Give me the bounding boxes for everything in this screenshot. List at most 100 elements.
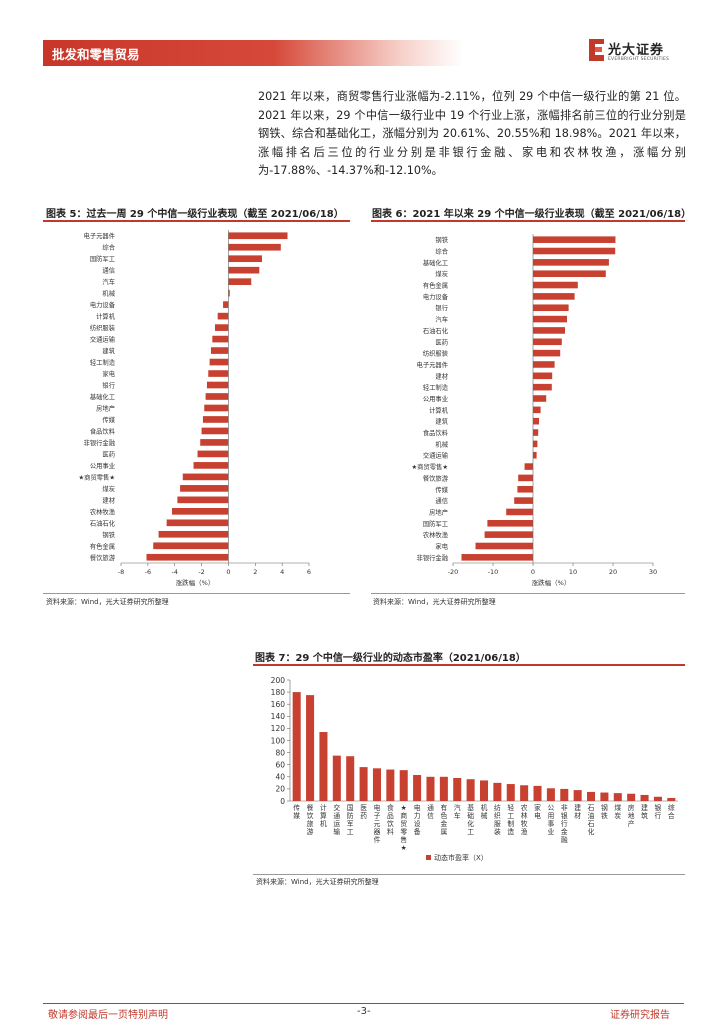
category-label: 电子元器件 bbox=[417, 360, 448, 369]
category-label: 汽车 bbox=[454, 803, 461, 820]
bar bbox=[613, 793, 622, 801]
category-label: 煤炭 bbox=[614, 803, 621, 820]
category-label: 医药 bbox=[360, 804, 367, 820]
category-label: 农林牧渔 bbox=[90, 507, 115, 516]
category-label: 家电 bbox=[534, 803, 541, 820]
category-label: 电子元器件 bbox=[374, 803, 381, 844]
figure-5-chart: 电子元器件综合国防军工通信汽车机械电力设备计算机纺织服装交通运输建筑轻工制造家电… bbox=[79, 230, 311, 587]
category-label: 电力设备 bbox=[414, 803, 421, 836]
figure-5-title: 图表 5：过去一周 29 个中信一级行业表现（截至 2021/06/18） bbox=[46, 209, 344, 220]
y-tick-label: 200 bbox=[271, 676, 286, 685]
category-label: 房地产 bbox=[628, 803, 635, 828]
figure-6-source-rule bbox=[371, 593, 685, 594]
x-tick-label: 30 bbox=[649, 568, 657, 576]
bar bbox=[146, 553, 229, 561]
bar bbox=[520, 785, 529, 801]
figure-6-source: 资料来源：Wind，光大证券研究所整理 bbox=[373, 598, 496, 606]
bar bbox=[177, 496, 229, 504]
bar bbox=[533, 349, 561, 357]
bar bbox=[479, 780, 489, 801]
category-label: 食品饮料 bbox=[423, 428, 449, 437]
category-label: 计算机 bbox=[320, 803, 327, 828]
bar bbox=[228, 266, 260, 274]
figure-7-title: 图表 7：29 个中信一级行业的动态市盈率（2021/06/18） bbox=[255, 653, 526, 664]
bar bbox=[466, 779, 475, 801]
bar bbox=[533, 259, 609, 266]
bar bbox=[200, 439, 229, 446]
category-label: 石油石化 bbox=[588, 804, 595, 836]
bar bbox=[426, 776, 435, 801]
figure-6-chart: 钢铁综合基础化工煤炭有色金属电力设备银行汽车石油石化医药纺织服装电子元器件建材轻… bbox=[412, 234, 657, 587]
category-label: 公用事业 bbox=[423, 394, 448, 403]
category-label: 家电 bbox=[435, 541, 448, 550]
bar bbox=[533, 395, 547, 402]
category-label: 医药 bbox=[102, 449, 115, 458]
category-label: 钢铁 bbox=[102, 530, 115, 539]
bar bbox=[197, 450, 229, 458]
category-label: 机械 bbox=[102, 289, 115, 298]
footer-rule bbox=[43, 1003, 684, 1004]
category-label: 非银行金融 bbox=[561, 803, 568, 844]
bar bbox=[533, 429, 539, 436]
category-label: 传媒 bbox=[102, 415, 115, 424]
category-label: 基础化工 bbox=[90, 392, 115, 401]
category-label: 有色金属 bbox=[423, 281, 448, 290]
bar bbox=[560, 788, 569, 801]
category-label: 电子元器件 bbox=[84, 231, 115, 240]
category-label: 煤炭 bbox=[435, 269, 448, 278]
category-label: 石油石化 bbox=[423, 326, 449, 335]
bar bbox=[533, 315, 567, 323]
bar bbox=[475, 542, 533, 550]
category-label: 餐饮旅游 bbox=[423, 473, 449, 482]
category-label: 通信 bbox=[427, 803, 434, 820]
category-label: 交通运输 bbox=[90, 335, 116, 344]
category-label: 有色金属 bbox=[440, 803, 447, 836]
category-label: 家电 bbox=[102, 369, 115, 378]
figure-5-source-rule bbox=[43, 593, 350, 594]
category-label: ★商贸零售★ bbox=[412, 462, 449, 471]
category-label: 食品饮料 bbox=[90, 426, 116, 435]
bar bbox=[518, 474, 533, 482]
category-label: 餐饮旅游 bbox=[307, 803, 314, 836]
category-label: 电力设备 bbox=[90, 300, 116, 309]
y-tick-label: 160 bbox=[271, 700, 286, 709]
bar bbox=[193, 462, 229, 469]
category-label: 综合 bbox=[102, 243, 115, 252]
figure-6-title: 图表 6：2021 年以来 29 个中信一级行业表现（截至 2021/06/18… bbox=[372, 209, 692, 220]
x-tick-label: -2 bbox=[198, 568, 204, 576]
category-label: 农林牧渔 bbox=[521, 803, 528, 836]
bar bbox=[573, 790, 582, 801]
category-label: 房地产 bbox=[96, 403, 115, 412]
category-label: ★商贸零售★ bbox=[79, 472, 116, 481]
legend-swatch bbox=[426, 855, 431, 860]
category-label: 建材 bbox=[102, 495, 115, 504]
x-tick-label: -20 bbox=[448, 568, 459, 576]
y-tick-label: 180 bbox=[271, 688, 286, 697]
category-label: 银行 bbox=[655, 803, 662, 820]
category-label: 纺织服装 bbox=[90, 323, 116, 332]
y-tick-label: 140 bbox=[271, 712, 286, 721]
category-label: 综合 bbox=[435, 247, 448, 256]
bar bbox=[484, 531, 533, 538]
category-label: 有色金属 bbox=[90, 541, 115, 550]
bar bbox=[667, 797, 676, 801]
category-label: 建材 bbox=[435, 371, 448, 380]
logo-name-en: EVERBRIGHT SECURITIES bbox=[608, 57, 670, 62]
category-label: 轻工制造 bbox=[90, 358, 116, 367]
bar bbox=[533, 372, 553, 380]
x-tick-label: 10 bbox=[569, 568, 577, 576]
bar bbox=[506, 508, 533, 516]
category-label: 汽车 bbox=[435, 315, 448, 324]
category-label: 传媒 bbox=[435, 485, 448, 494]
bar bbox=[517, 485, 533, 493]
bar bbox=[533, 236, 616, 243]
logo-name-cn: 光大证券 bbox=[608, 43, 665, 58]
category-label: 计算机 bbox=[429, 405, 449, 414]
x-tick-label: 2 bbox=[253, 568, 257, 576]
bar bbox=[533, 281, 578, 289]
y-tick-label: 100 bbox=[271, 736, 286, 745]
bar bbox=[587, 791, 596, 801]
bar bbox=[533, 417, 539, 425]
bar bbox=[506, 784, 515, 801]
footer-disclaimer: 敬请参阅最后一页特别声明 bbox=[48, 1010, 168, 1021]
